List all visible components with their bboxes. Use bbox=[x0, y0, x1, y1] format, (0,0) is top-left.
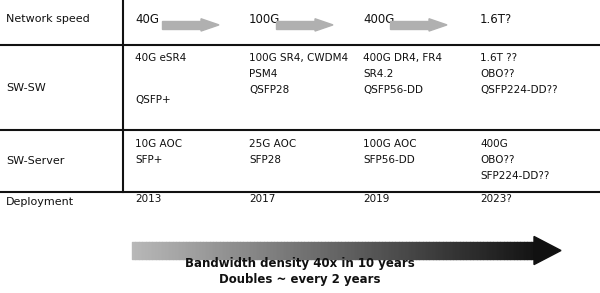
Text: Network speed: Network speed bbox=[6, 14, 90, 24]
Text: QSFP28: QSFP28 bbox=[249, 85, 289, 95]
Text: 25G AOC: 25G AOC bbox=[249, 139, 296, 149]
Polygon shape bbox=[534, 236, 561, 265]
Polygon shape bbox=[429, 19, 447, 31]
Text: Deployment: Deployment bbox=[6, 197, 74, 207]
Text: 40G eSR4: 40G eSR4 bbox=[135, 53, 186, 63]
Text: SW-Server: SW-Server bbox=[6, 156, 64, 166]
Text: 400G DR4, FR4: 400G DR4, FR4 bbox=[363, 53, 442, 63]
Text: SFP28: SFP28 bbox=[249, 155, 281, 165]
Text: SR4.2: SR4.2 bbox=[363, 69, 394, 79]
Text: 100G AOC: 100G AOC bbox=[363, 139, 416, 149]
Text: 400G: 400G bbox=[363, 13, 394, 25]
Text: QSFP56-DD: QSFP56-DD bbox=[363, 85, 423, 95]
Polygon shape bbox=[390, 21, 429, 29]
Text: 100G: 100G bbox=[249, 13, 280, 25]
Polygon shape bbox=[162, 21, 201, 29]
Text: OBO??: OBO?? bbox=[480, 155, 515, 165]
Text: OBO??: OBO?? bbox=[480, 69, 515, 79]
Text: Bandwidth density 40x in 10 years: Bandwidth density 40x in 10 years bbox=[185, 257, 415, 270]
Text: 2017: 2017 bbox=[249, 194, 275, 204]
Polygon shape bbox=[315, 19, 333, 31]
Text: 400G: 400G bbox=[480, 139, 508, 149]
Text: SFP+: SFP+ bbox=[135, 155, 163, 165]
Text: 10G AOC: 10G AOC bbox=[135, 139, 182, 149]
Text: 1.6T?: 1.6T? bbox=[480, 13, 512, 25]
Text: QSFP224-DD??: QSFP224-DD?? bbox=[480, 85, 557, 95]
Text: 2013: 2013 bbox=[135, 194, 161, 204]
Text: Doubles ~ every 2 years: Doubles ~ every 2 years bbox=[219, 273, 381, 286]
Text: QSFP+: QSFP+ bbox=[135, 95, 170, 105]
Text: 2019: 2019 bbox=[363, 194, 389, 204]
Polygon shape bbox=[201, 19, 219, 31]
Text: SW-SW: SW-SW bbox=[6, 83, 46, 93]
Text: 100G SR4, CWDM4: 100G SR4, CWDM4 bbox=[249, 53, 348, 63]
Text: 2023?: 2023? bbox=[480, 194, 512, 204]
Text: 40G: 40G bbox=[135, 13, 159, 25]
Text: SFP224-DD??: SFP224-DD?? bbox=[480, 171, 550, 181]
Text: SFP56-DD: SFP56-DD bbox=[363, 155, 415, 165]
Text: 1.6T ??: 1.6T ?? bbox=[480, 53, 517, 63]
Text: PSM4: PSM4 bbox=[249, 69, 277, 79]
Polygon shape bbox=[276, 21, 315, 29]
